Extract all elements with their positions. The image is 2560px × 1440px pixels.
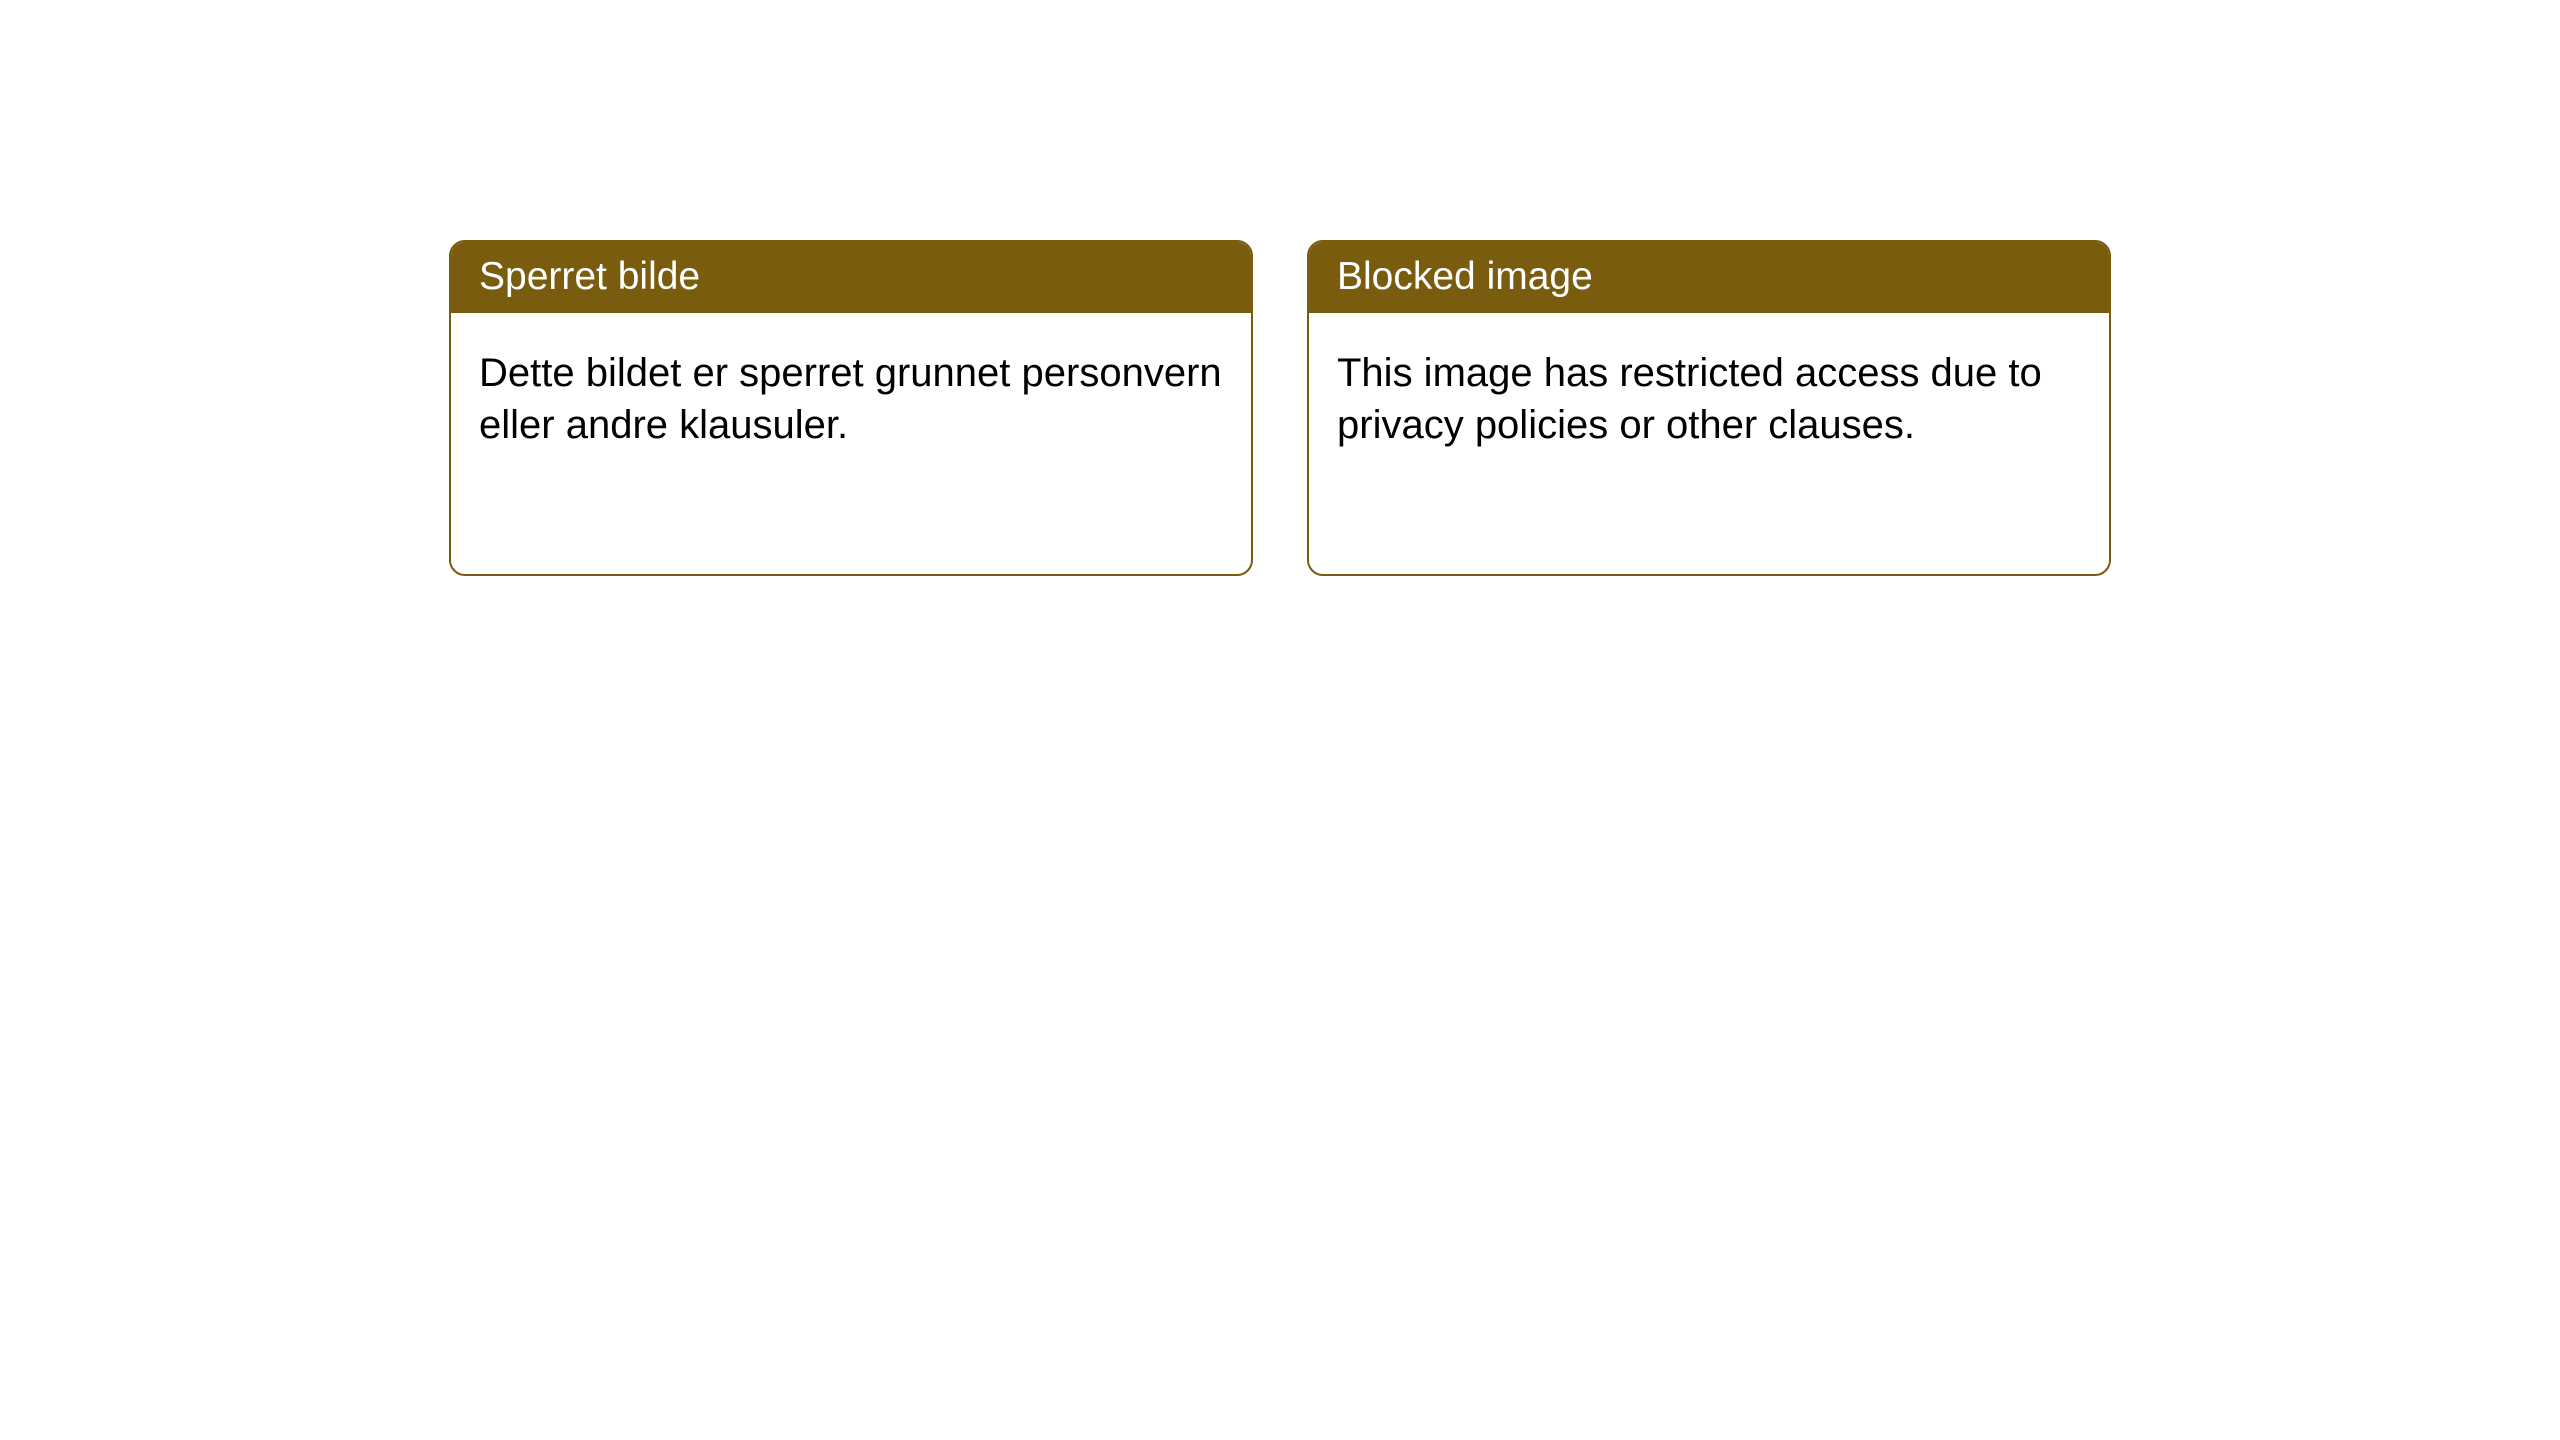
notice-card-norwegian: Sperret bilde Dette bildet er sperret gr… [449, 240, 1253, 576]
notice-container: Sperret bilde Dette bildet er sperret gr… [449, 240, 2111, 576]
notice-card-english: Blocked image This image has restricted … [1307, 240, 2111, 576]
notice-header: Blocked image [1309, 242, 2109, 313]
notice-text: Dette bildet er sperret grunnet personve… [479, 351, 1222, 447]
notice-title: Sperret bilde [479, 255, 700, 298]
notice-header: Sperret bilde [451, 242, 1251, 313]
notice-body: This image has restricted access due to … [1309, 313, 2109, 485]
notice-body: Dette bildet er sperret grunnet personve… [451, 313, 1251, 485]
notice-title: Blocked image [1337, 255, 1593, 298]
notice-text: This image has restricted access due to … [1337, 351, 2042, 447]
